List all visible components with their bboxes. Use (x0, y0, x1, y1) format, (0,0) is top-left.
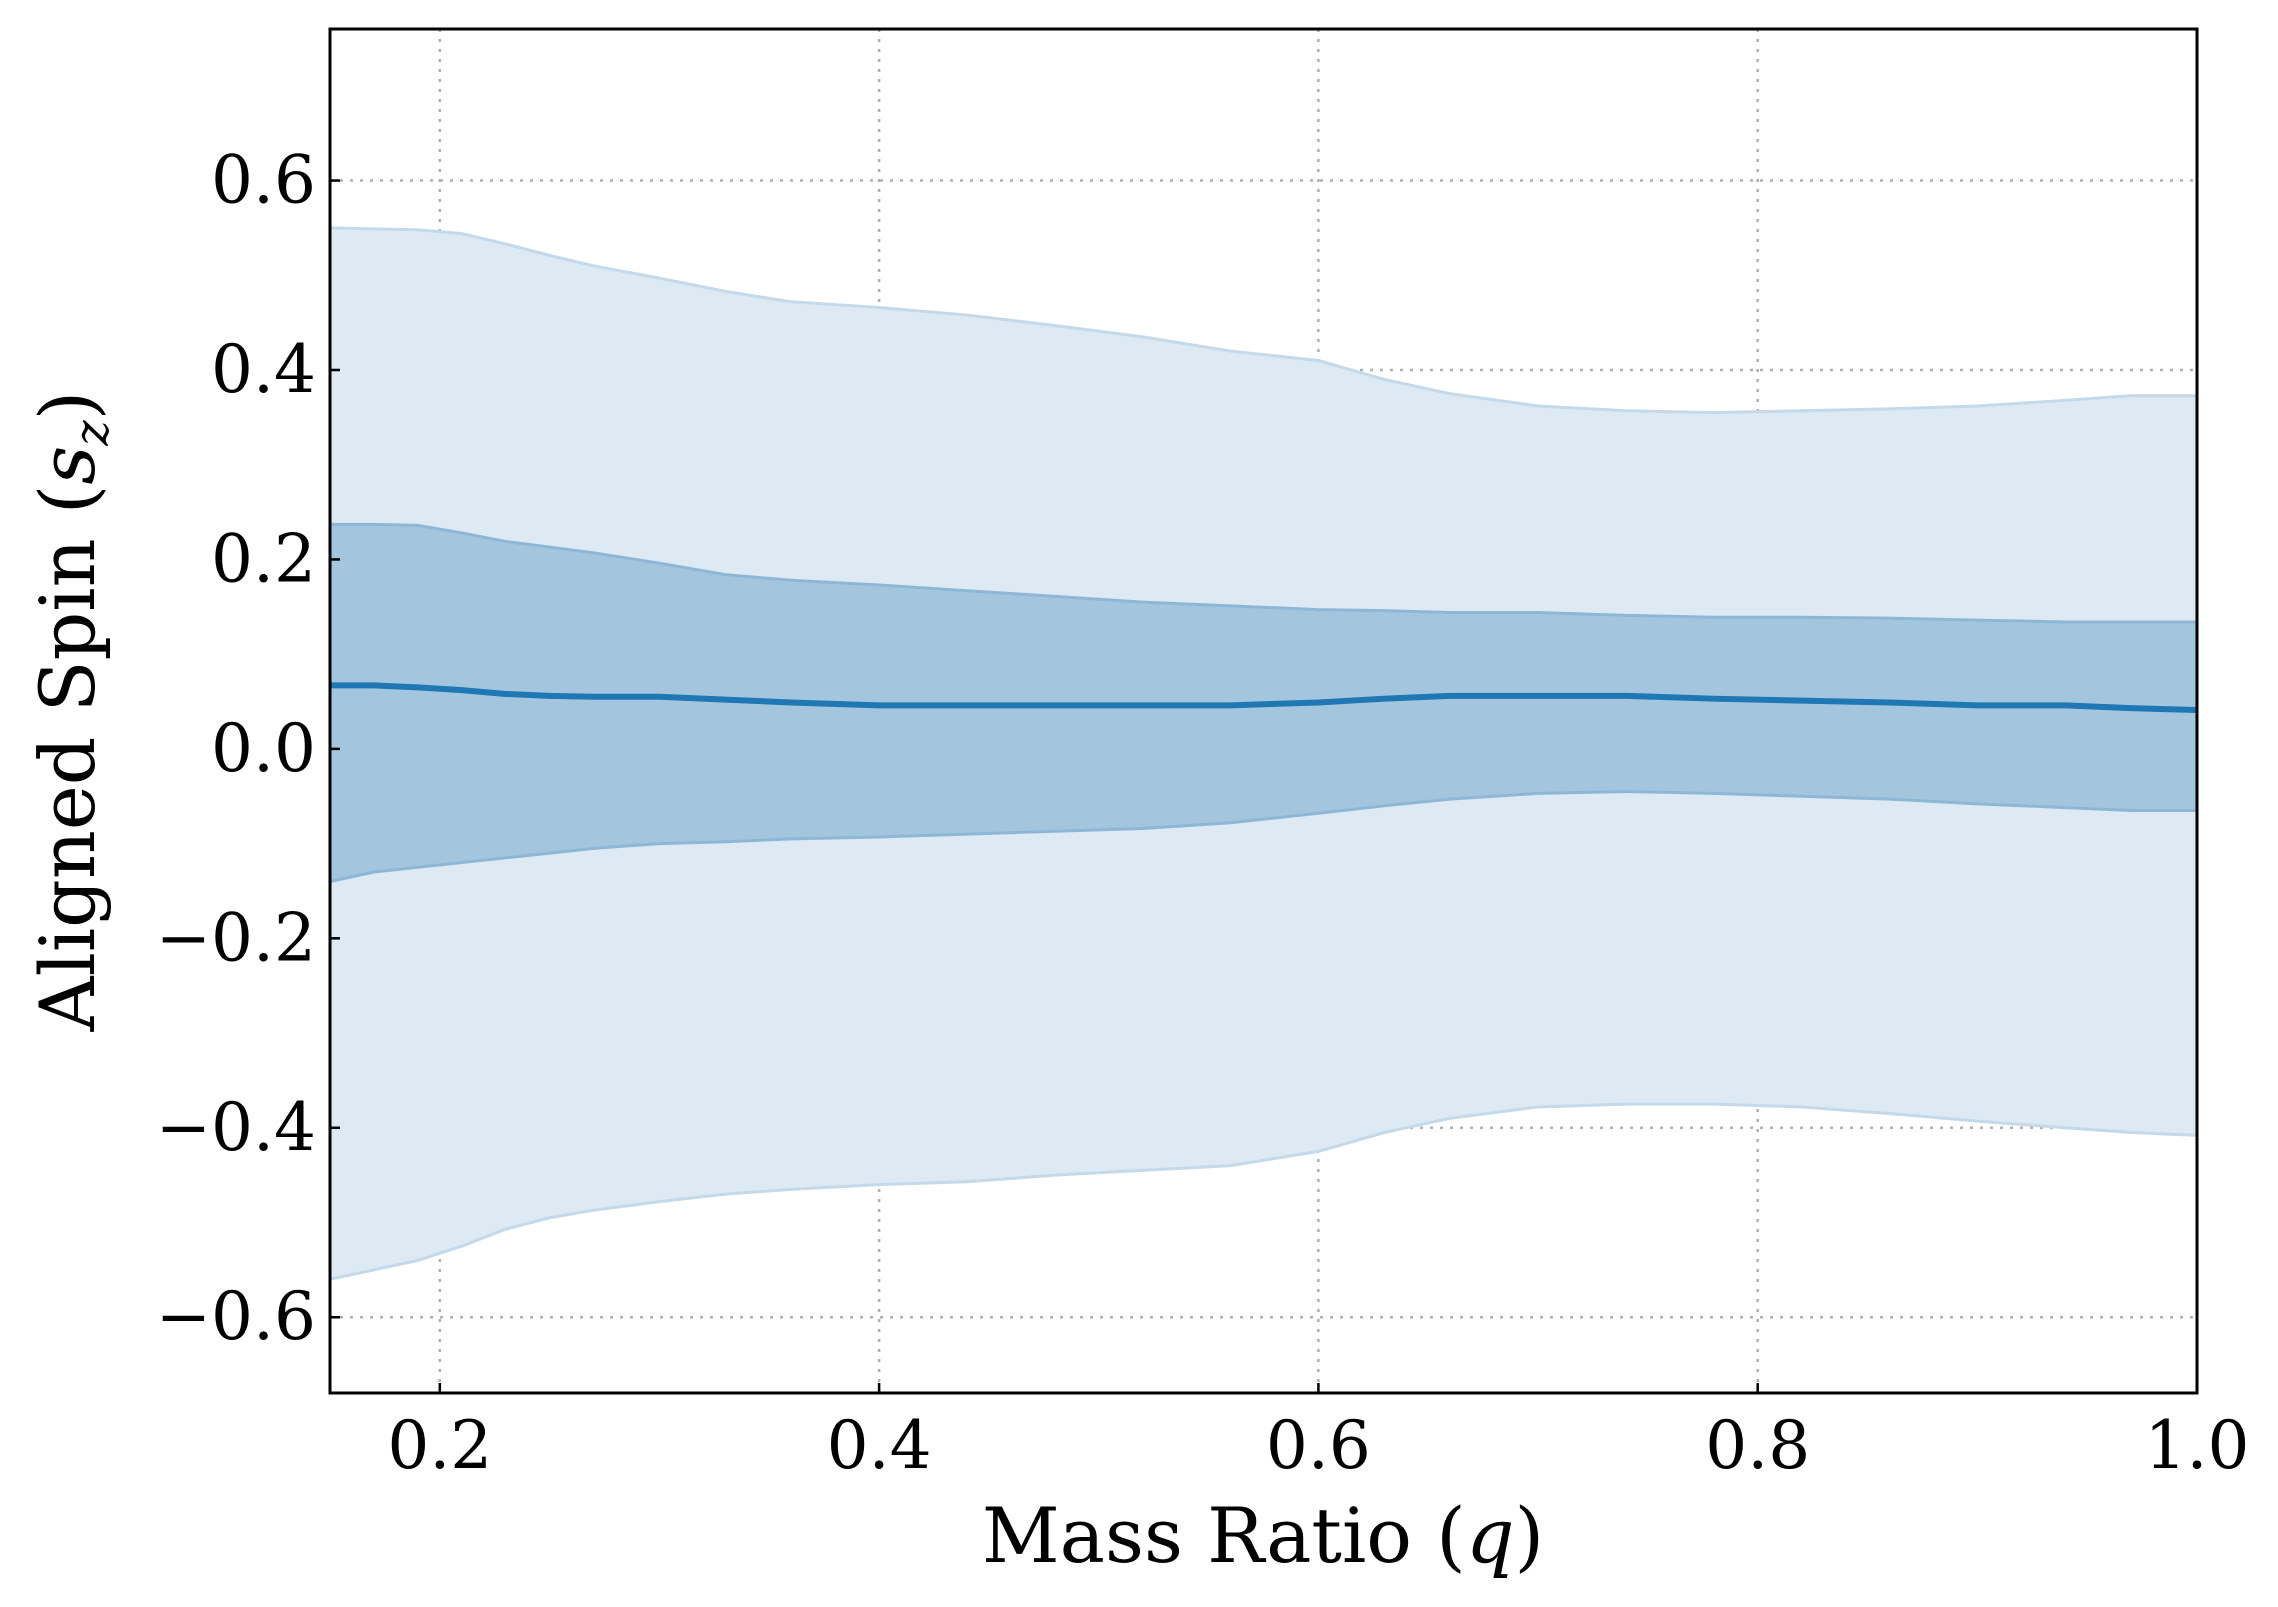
x-tick-label: 1.0 (2145, 1407, 2250, 1484)
y-axis-label-subscript: z (64, 420, 120, 447)
y-tick-label: 0.0 (211, 710, 316, 787)
y-tick-label: 0.2 (211, 520, 316, 597)
x-tick-label: 0.8 (1705, 1407, 1810, 1484)
y-tick-label: 0.6 (211, 142, 316, 219)
y-axis-label-text: Aligned Spin ( (23, 485, 112, 1033)
x-axis-label-text: Mass Ratio ( (982, 1491, 1466, 1580)
y-axis-label: Aligned Spin (sz) (23, 391, 120, 1033)
y-tick-label: −0.4 (156, 1089, 316, 1166)
x-axis-label: Mass Ratio (q) (982, 1491, 1544, 1580)
y-axis-label-close: ) (23, 391, 112, 421)
y-tick-label: −0.6 (156, 1278, 316, 1355)
y-axis-label-variable: s (23, 446, 112, 485)
x-tick-label: 0.2 (387, 1407, 492, 1484)
y-tick-label: 0.4 (211, 331, 316, 408)
x-tick-label: 0.6 (1266, 1407, 1371, 1484)
x-tick-label: 0.4 (827, 1407, 932, 1484)
x-axis-label-close: ) (1514, 1491, 1544, 1580)
x-axis-label-variable: q (1466, 1491, 1515, 1580)
y-tick-label: −0.2 (156, 899, 316, 976)
